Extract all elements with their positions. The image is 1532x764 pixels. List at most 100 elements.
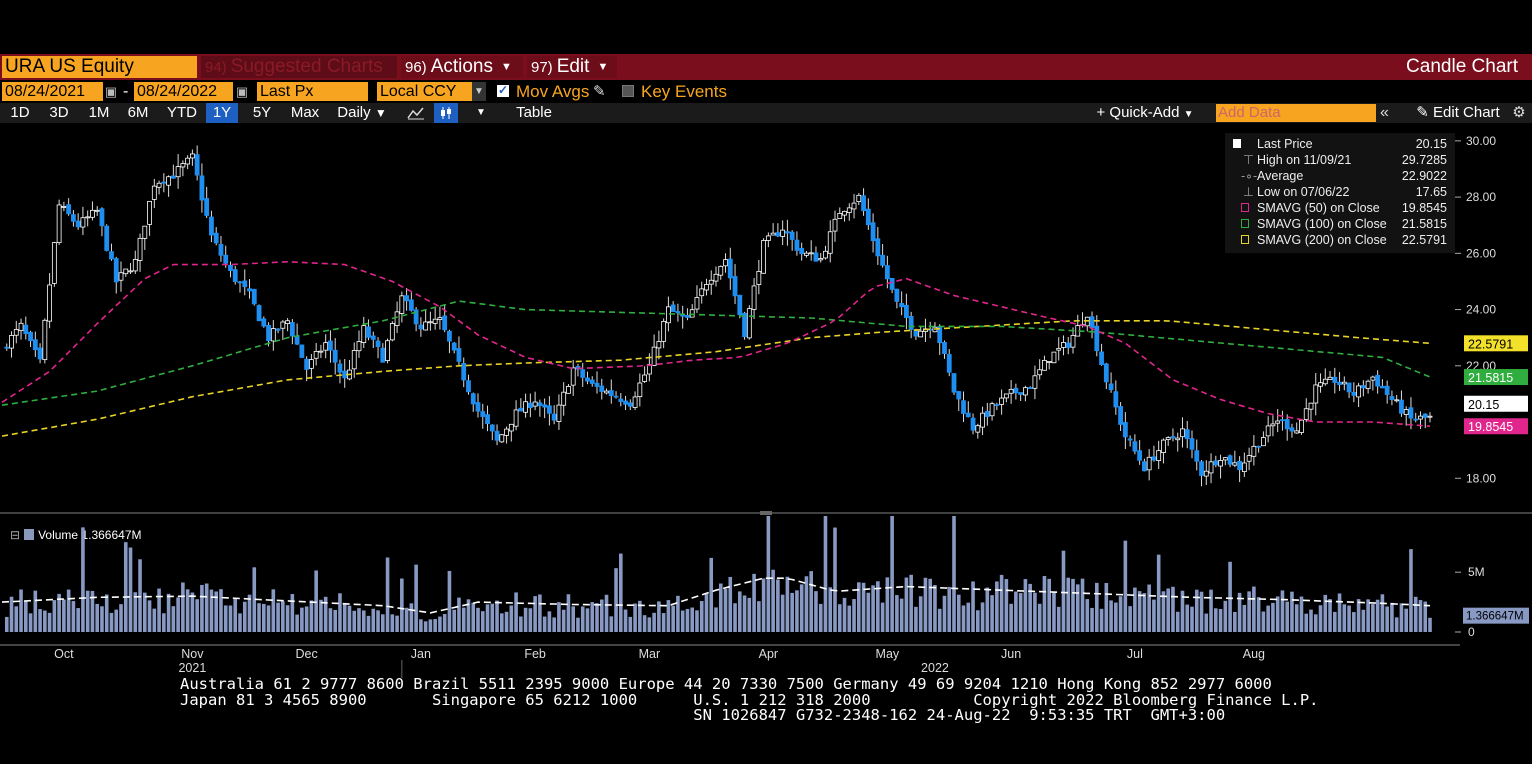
- candle-body: [1218, 460, 1223, 467]
- candle-body: [770, 232, 776, 236]
- candle-body: [556, 404, 562, 422]
- volume-bar: [24, 601, 28, 632]
- candle-body: [118, 272, 124, 281]
- start-calendar-icon[interactable]: ▣: [104, 84, 118, 99]
- candle-body: [461, 363, 467, 381]
- candle-body: [161, 181, 167, 184]
- x-month-label: Oct: [54, 647, 74, 661]
- period-1y-button[interactable]: 1Y: [206, 103, 238, 123]
- price-chart[interactable]: 30.0028.0026.0024.0022.0018.0019.854522.…: [0, 124, 1532, 512]
- volume-bar: [1261, 611, 1266, 632]
- sma100-swatch: [1241, 219, 1249, 228]
- chart-style-dropdown-icon[interactable]: ▼: [476, 107, 486, 118]
- candle-body: [1018, 392, 1024, 395]
- candle-body: [209, 216, 214, 236]
- currency-dropdown-icon[interactable]: ▼: [472, 82, 486, 101]
- volume-bar: [1071, 578, 1075, 632]
- period-ytd-button[interactable]: YTD: [167, 104, 197, 121]
- volume-bar: [376, 610, 380, 632]
- volume-bar: [1428, 617, 1432, 632]
- candle-chart-icon[interactable]: [434, 103, 458, 123]
- line-chart-icon[interactable]: [404, 103, 428, 123]
- end-calendar-icon[interactable]: ▣: [235, 84, 249, 99]
- candle-body: [1289, 427, 1295, 432]
- volume-bar: [771, 569, 775, 632]
- volume-bar: [1080, 578, 1085, 632]
- candle-body: [1213, 460, 1219, 466]
- candle-body: [242, 280, 248, 288]
- volume-bar: [471, 602, 476, 632]
- volume-bar: [976, 610, 980, 632]
- frequency-select[interactable]: Daily ▼: [331, 103, 393, 123]
- average-marker-icon: -∘-: [1241, 169, 1258, 183]
- candle-body: [71, 214, 76, 222]
- volume-bar: [204, 583, 209, 632]
- edit-label: Edit: [556, 56, 590, 77]
- volume-bar: [228, 605, 233, 632]
- quick-add-menu[interactable]: + Quick-Add ▼: [1089, 103, 1201, 123]
- edit-chart-button[interactable]: ✎ Edit Chart: [1406, 103, 1510, 123]
- candle-body: [385, 340, 390, 361]
- candle-body: [1008, 388, 1014, 394]
- volume-bar: [519, 616, 523, 632]
- period-1d-button[interactable]: 1D: [10, 104, 30, 121]
- candle-body: [370, 335, 376, 340]
- candle-body: [1365, 380, 1371, 389]
- table-button[interactable]: Table: [516, 104, 552, 121]
- candle-body: [294, 335, 300, 345]
- volume-bar: [9, 596, 14, 632]
- candle-body: [237, 281, 243, 284]
- period-5y-button[interactable]: 5Y: [252, 104, 272, 121]
- price-field-select[interactable]: Last Px: [257, 82, 368, 101]
- candle-body: [323, 342, 329, 351]
- legend-low-value: 17.65: [1415, 185, 1447, 199]
- volume-bar: [1028, 583, 1032, 632]
- actions-menu[interactable]: 96) Actions ▼: [401, 56, 523, 78]
- quick-add-label: Quick-Add: [1109, 104, 1180, 121]
- volume-bar: [1014, 591, 1018, 632]
- volume-bar: [695, 610, 699, 632]
- volume-bar: [1156, 554, 1161, 632]
- pane-divider[interactable]: [0, 510, 1532, 516]
- volume-collapse-icon[interactable]: ⊟: [10, 528, 21, 542]
- volume-bar: [757, 601, 761, 632]
- period-6m-button[interactable]: 6M: [127, 104, 149, 121]
- collapse-icon[interactable]: «: [1380, 104, 1389, 121]
- volume-bar: [1066, 577, 1071, 632]
- gear-icon[interactable]: ⚙: [1512, 104, 1526, 121]
- currency-select[interactable]: Local CCY: [377, 82, 472, 101]
- volume-bar: [1366, 599, 1370, 632]
- pencil-icon[interactable]: ✎: [593, 83, 606, 100]
- candle-body: [1146, 456, 1152, 471]
- add-data-input[interactable]: Add Data: [1216, 104, 1376, 122]
- period-max-button[interactable]: Max: [290, 104, 320, 121]
- mov-avgs-checkbox[interactable]: [497, 83, 509, 97]
- security-input[interactable]: URA US Equity: [2, 56, 197, 78]
- start-date-field[interactable]: 08/24/2021: [2, 82, 103, 101]
- candle-body: [994, 404, 1000, 407]
- edit-menu[interactable]: 97) Edit ▼: [527, 56, 617, 78]
- candle-body: [1099, 351, 1104, 365]
- volume-bar: [342, 602, 347, 632]
- volume-bar: [285, 605, 290, 632]
- period-1m-button[interactable]: 1M: [88, 104, 110, 121]
- period-3d-button[interactable]: 3D: [49, 104, 69, 121]
- candle-body: [280, 321, 286, 329]
- volume-bar: [638, 600, 642, 632]
- plus-icon: +: [1096, 104, 1106, 121]
- volume-bar: [647, 617, 652, 632]
- volume-axis: 5M 0 1.366647M: [1455, 565, 1529, 639]
- volume-chart[interactable]: 5M 0 1.366647M: [0, 516, 1532, 646]
- suggested-charts-number: 94): [205, 59, 227, 76]
- key-events-label: Key Events: [641, 82, 727, 101]
- volume-bar: [62, 599, 66, 632]
- volume-bar: [623, 609, 628, 632]
- volume-bar: [609, 616, 614, 632]
- actions-number: 96): [405, 59, 427, 76]
- key-events-checkbox[interactable]: [622, 85, 634, 97]
- suggested-charts-button[interactable]: 94) Suggested Charts: [201, 56, 397, 78]
- volume-bar: [999, 574, 1004, 632]
- candle-body: [1318, 382, 1323, 387]
- volume-bar: [442, 614, 447, 632]
- end-date-field[interactable]: 08/24/2022: [134, 82, 233, 101]
